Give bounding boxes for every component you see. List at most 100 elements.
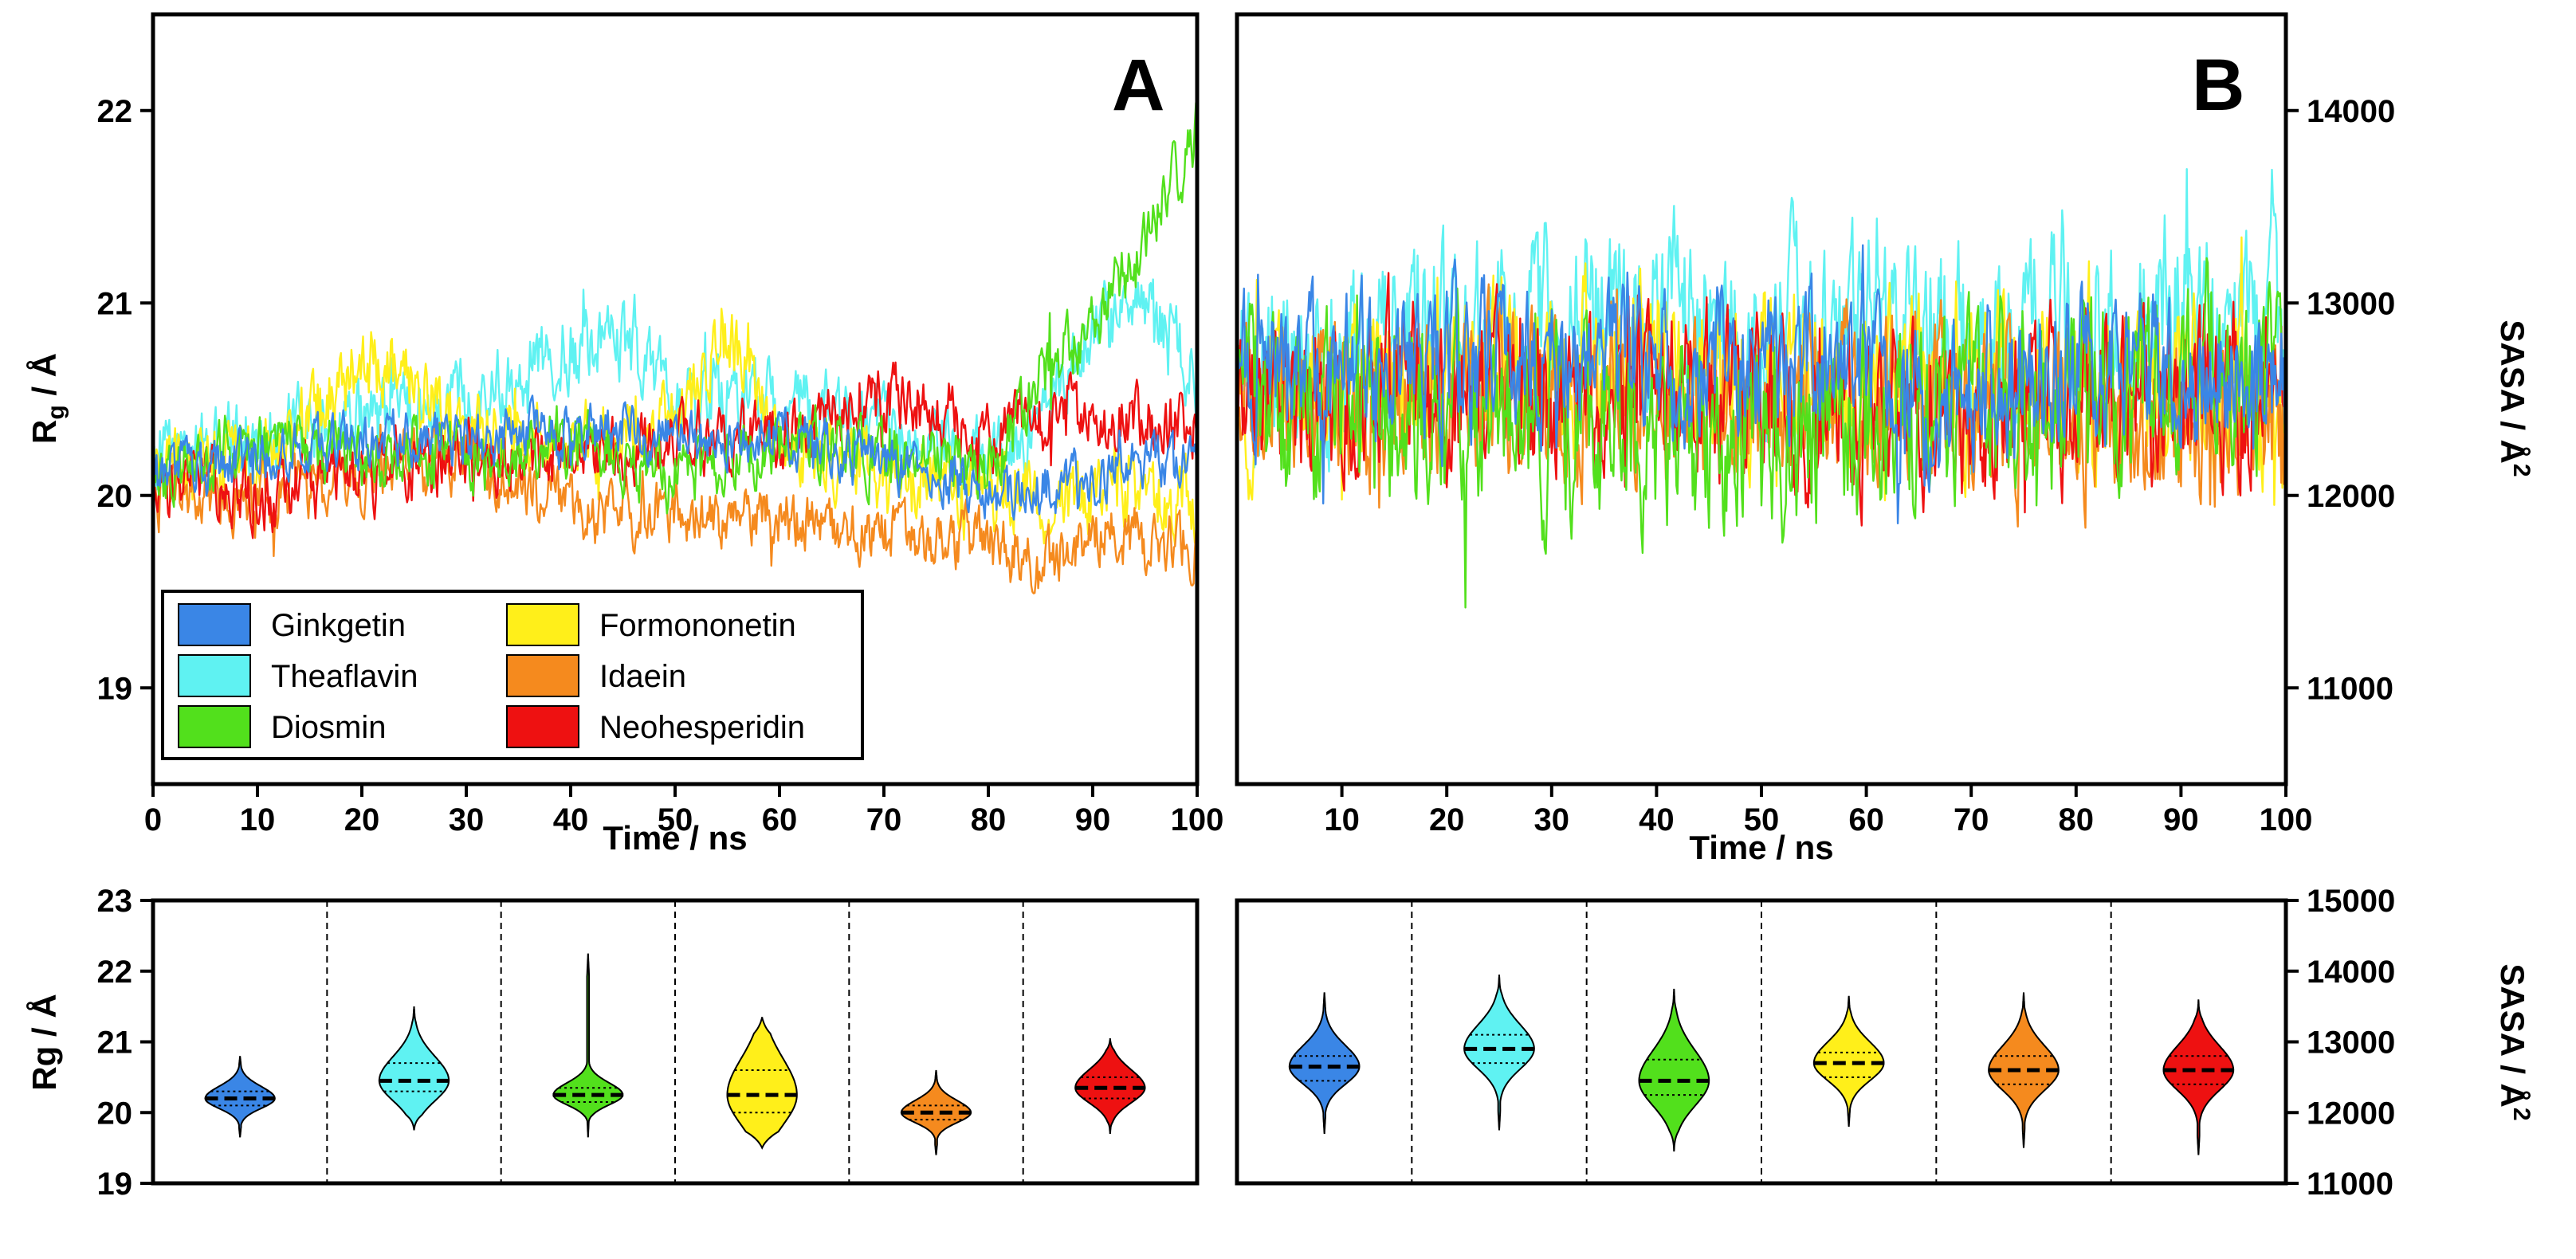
violin-a-violins [204,900,1146,1183]
legend-item-neohesperidin: Neohesperidin [506,705,805,748]
violin-body-formononetin [1812,995,1885,1128]
x-tick-label: 90 [1075,802,1111,837]
x-tick-label: 30 [1534,802,1570,837]
legend-item-idaein: Idaein [506,654,686,697]
violin-body-neohesperidin [1074,1037,1146,1135]
series-line-diosmin [153,101,1197,515]
y-tick-label: 14000 [2307,955,2395,990]
violin-panel-b: 11000 12000 13000 14000 15000 SASA / Å2 [1235,884,2535,1202]
legend-label-ginkgetin: Ginkgetin [271,608,406,643]
y-tick-label: 21 [97,1026,133,1061]
violin-sasa-superscript: 2 [2508,1108,2535,1121]
y-tick-label: 11000 [2307,1167,2393,1202]
rg-symbol: R [26,420,63,444]
panel-b-y-ticks: 11000 12000 13000 14000 [2286,94,2395,706]
violin-theaflavin [1463,975,1535,1131]
series-line-theaflavin [1237,168,2286,475]
panel-a-y-ticks: 19 20 21 22 [97,94,153,706]
legend-label-idaein: Idaein [599,659,686,694]
y-tick-label: 12000 [2307,1096,2395,1131]
legend-label-diosmin: Diosmin [271,710,386,745]
x-tick-label: 20 [1429,802,1465,837]
x-tick-label: 10 [1324,802,1360,837]
violin-b-violins [1288,900,2235,1183]
x-tick-label: 30 [449,802,485,837]
panel-a-letter: A [1112,45,1164,126]
violin-body-ginkgetin [1288,992,1361,1134]
x-tick-label: 90 [2163,802,2199,837]
legend-item-ginkgetin: Ginkgetin [178,603,406,646]
legend-swatch-neohesperidin [506,705,579,748]
panel-a-plot: 19 20 21 22 0 10 20 30 40 50 60 70 80 90 100 A Time /… [26,12,1223,857]
violin-ginkgetin [1288,992,1361,1134]
violin-body-theaflavin [1463,975,1535,1131]
panel-b-x-ticks: 10 20 30 40 50 60 70 80 90 100 [1324,784,2312,837]
panel-a-series [153,101,1197,594]
sasa-label: SASA / Å [2494,320,2531,463]
violin-formononetin [726,1017,798,1150]
violin-a-y-axis-title: Rg / Å [26,994,63,1090]
violin-theaflavin [378,1006,450,1131]
y-tick-label: 13000 [2307,286,2395,321]
y-tick-label: 12000 [2307,479,2395,514]
rg-unit: / Å [26,353,63,405]
y-tick-label: 22 [97,94,133,129]
y-tick-label: 22 [97,955,133,990]
x-tick-label: 20 [344,802,380,837]
legend-swatch-formononetin [506,603,579,646]
panel-a-x-ticks: 0 10 20 30 40 50 60 70 80 90 100 [144,784,1223,837]
x-tick-label: 10 [240,802,276,837]
violin-a-y-ticks: 19 20 21 22 23 [97,884,153,1202]
violin-formononetin [1812,995,1885,1128]
violin-diosmin [552,953,624,1138]
violin-diosmin [1638,988,1710,1152]
violin-neohesperidin [1074,1037,1146,1135]
legend-swatch-ginkgetin [178,603,251,646]
legend: Ginkgetin Theaflavin Diosmin Formononeti… [161,590,864,760]
series-line-idaein [153,422,1197,594]
panel-a-x-axis-title: Time / ns [603,819,747,857]
x-tick-label: 70 [1954,802,1989,837]
violin-body-ginkgetin [204,1056,276,1138]
violin-idaein [1988,992,2060,1148]
y-tick-label: 11000 [2307,671,2393,706]
violin-body-diosmin [1638,988,1710,1152]
legend-label-formononetin: Formononetin [599,608,796,643]
legend-item-formononetin: Formononetin [506,603,796,646]
violin-b-y-axis-title: SASA / Å2 [2494,963,2535,1120]
x-tick-label: 0 [144,802,162,837]
legend-label-theaflavin: Theaflavin [271,659,418,694]
violin-body-theaflavin [378,1006,450,1131]
y-tick-label: 20 [97,479,133,514]
violin-body-diosmin [552,953,624,1138]
panel-b-y-axis-title: SASA / Å2 [2494,320,2535,477]
x-tick-label: 80 [2059,802,2095,837]
violin-idaein [900,1069,972,1155]
legend-swatch-theaflavin [178,654,251,697]
x-tick-label: 40 [1639,802,1675,837]
series-line-ginkgetin [1237,244,2286,524]
x-tick-label: 40 [553,802,589,837]
x-tick-label: 70 [866,802,902,837]
violin-b-y-ticks: 11000 12000 13000 14000 15000 [2286,884,2395,1202]
violin-body-neohesperidin [2162,999,2235,1155]
x-tick-label: 100 [2260,802,2313,837]
legend-label-neohesperidin: Neohesperidin [599,710,805,745]
series-line-formononetin [153,308,1197,547]
y-tick-label: 15000 [2307,884,2395,919]
legend-item-theaflavin: Theaflavin [178,654,418,697]
violin-body-idaein [1988,992,2060,1148]
y-tick-label: 21 [97,286,133,321]
x-tick-label: 60 [1848,802,1884,837]
violin-body-idaein [900,1069,972,1155]
panel-a-y-axis-title: Rg / Å [26,353,69,444]
y-tick-label: 14000 [2307,94,2395,129]
legend-swatch-diosmin [178,705,251,748]
y-tick-label: 19 [97,671,133,706]
x-tick-label: 50 [1744,802,1780,837]
legend-swatch-idaein [506,654,579,697]
sasa-superscript: 2 [2508,464,2535,477]
panel-b-series [1237,168,2286,609]
